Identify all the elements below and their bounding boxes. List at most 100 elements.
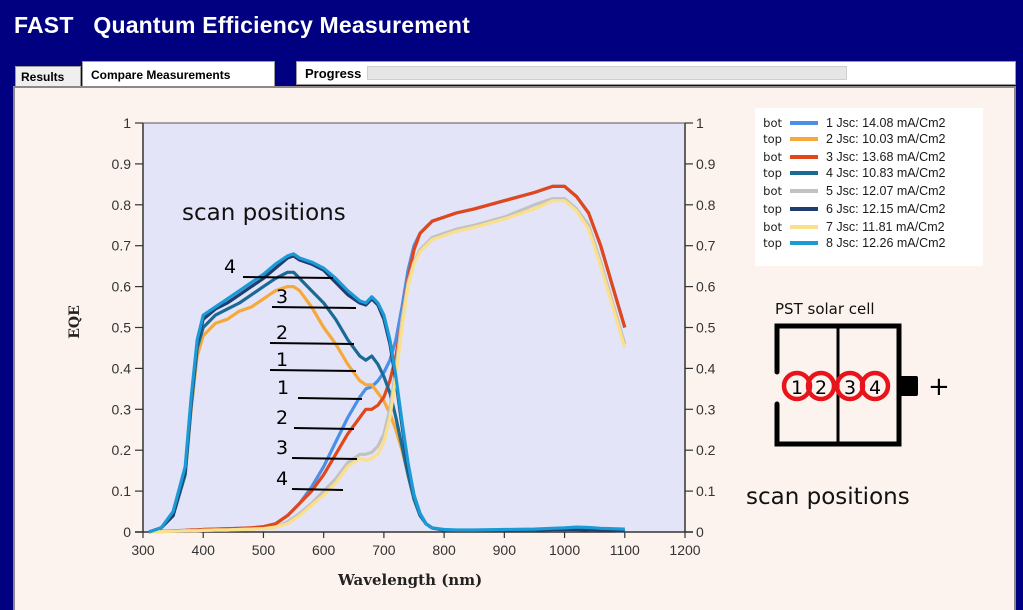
y2-tick-label: 0.7	[696, 238, 716, 254]
legend-label: 2 Jsc: 10.03 mA/Cm2	[826, 131, 946, 146]
x-tick-label: 600	[312, 542, 336, 558]
legend-label: 5 Jsc: 12.07 mA/Cm2	[826, 183, 946, 198]
x-tick-label: 700	[372, 542, 396, 558]
scan-label-top: 4	[224, 256, 236, 278]
legend-label: 7 Jsc: 11.81 mA/Cm2	[826, 219, 945, 234]
tab-results[interactable]: Results	[15, 66, 81, 86]
legend-position: bot	[763, 219, 782, 234]
chart-legend: bot 1 Jsc: 14.08 mA/Cm2 top 2 Jsc: 10.03 mA…	[755, 108, 983, 266]
svg-text:4: 4	[869, 377, 881, 399]
legend-position: bot	[763, 183, 782, 198]
y-tick-label: 1	[123, 115, 131, 131]
y2-tick-label: 1	[696, 115, 704, 131]
legend-swatch	[790, 188, 818, 193]
y-tick-label: 0.5	[112, 320, 132, 336]
scan-label-top: 1	[276, 349, 288, 371]
legend-item: top 4 Jsc: 10.83 mA/Cm2	[755, 165, 946, 180]
scan-label-top: 2	[276, 322, 288, 344]
legend-position: top	[763, 235, 782, 250]
y-axis-label: EQE	[66, 305, 83, 339]
legend-label: 1 Jsc: 14.08 mA/Cm2	[826, 115, 946, 130]
scan-position-annotations: 4 3 2 1 1 2 3 4	[224, 256, 363, 491]
scan-positions-label-left: scan positions	[182, 200, 346, 226]
y-tick-label: 0.9	[112, 156, 132, 172]
y2-tick-label: 0.3	[696, 401, 716, 417]
legend-swatch	[790, 170, 818, 175]
scan-label-bottom: 2	[276, 407, 288, 429]
legend-swatch	[790, 206, 818, 211]
legend-swatch	[790, 224, 818, 229]
svg-text:3: 3	[844, 377, 856, 399]
y-tick-label: 0.8	[112, 197, 132, 213]
x-tick-label: 500	[252, 542, 276, 558]
scan-positions-label-right: scan positions	[746, 484, 910, 510]
legend-item: bot 5 Jsc: 12.07 mA/Cm2	[755, 183, 946, 198]
y-tick-label: 0.3	[112, 401, 132, 417]
plus-sign: +	[928, 372, 950, 402]
y2-tick-label: 0.9	[696, 156, 716, 172]
y2-tick-label: 0.5	[696, 320, 716, 336]
y2-tick-label: 0.2	[696, 442, 716, 458]
scan-position-marker	[859, 370, 891, 402]
legend-label: 3 Jsc: 13.68 mA/Cm2	[826, 149, 946, 164]
app-title: FAST Quantum Efficiency Measurement	[14, 12, 471, 38]
legend-item: top 2 Jsc: 10.03 mA/Cm2	[755, 131, 946, 146]
legend-swatch	[790, 120, 818, 125]
x-tick-label: 400	[192, 542, 216, 558]
x-tick-label: 800	[432, 542, 456, 558]
y2-tick-label: 0	[696, 524, 704, 540]
y2-tick-label: 0.1	[696, 483, 716, 499]
legend-label: 8 Jsc: 12.26 mA/Cm2	[826, 235, 946, 250]
x-tick-label: 300	[131, 542, 155, 558]
scan-label-bottom: 4	[276, 468, 288, 490]
x-tick-label: 1100	[610, 542, 640, 558]
y-tick-label: 0.4	[112, 360, 132, 376]
legend-position: bot	[763, 149, 782, 164]
legend-item: bot 1 Jsc: 14.08 mA/Cm2	[755, 115, 946, 130]
pst-cell-title: PST solar cell	[775, 300, 875, 318]
series-line-8	[148, 252, 625, 534]
y-tick-label: 0.6	[112, 279, 132, 295]
progress-label: Progress	[305, 65, 362, 81]
legend-swatch	[790, 154, 818, 159]
legend-position: bot	[763, 115, 782, 130]
tab-compare-measurements[interactable]: Compare Measurements	[82, 61, 275, 87]
y2-tick-label: 0.8	[696, 197, 716, 213]
y2-tick-label: 0.4	[696, 360, 716, 376]
y2-tick-label: 0.6	[696, 279, 716, 295]
scan-label-bottom: 1	[277, 377, 289, 399]
series-line-7	[148, 199, 627, 534]
legend-label: 6 Jsc: 12.15 mA/Cm2	[826, 201, 946, 216]
legend-swatch	[790, 136, 818, 141]
legend-position: top	[763, 165, 782, 180]
plot-area	[143, 123, 685, 532]
legend-item: top 6 Jsc: 12.15 mA/Cm2	[755, 201, 946, 216]
legend-item: bot 3 Jsc: 13.68 mA/Cm2	[755, 149, 946, 164]
y-tick-label: 0.7	[112, 238, 132, 254]
x-axis-label: Wavelength (nm)	[338, 571, 483, 589]
x-tick-label: 1000	[549, 542, 580, 558]
scan-label-bottom: 3	[276, 437, 288, 459]
legend-swatch	[790, 240, 818, 245]
chart-axes: 0 0 0.1 0.1 0.2 0.2 0.3 0.3 0.4 0.4 0.5 0.5 0.6 0.6 0.…	[112, 115, 716, 558]
progress-section: Progress	[296, 61, 1016, 85]
legend-label: 4 Jsc: 10.83 mA/Cm2	[826, 165, 946, 180]
pst-cell-diagram: +1 2 3 4	[774, 323, 950, 447]
x-tick-label: 900	[493, 542, 517, 558]
legend-item: bot 7 Jsc: 11.81 mA/Cm2	[755, 219, 945, 234]
legend-item: top 8 Jsc: 12.26 mA/Cm2	[755, 235, 946, 250]
y-tick-label: 0.1	[112, 483, 132, 499]
cell-terminal	[900, 376, 918, 396]
legend-position: top	[763, 131, 782, 146]
x-tick-label: 1200	[669, 542, 700, 558]
scan-label-top: 3	[276, 286, 288, 308]
y-tick-label: 0	[123, 524, 131, 540]
y-tick-label: 0.2	[112, 442, 132, 458]
scan-position-marker	[805, 370, 837, 402]
svg-text:1: 1	[791, 377, 803, 399]
progress-bar	[367, 66, 848, 80]
legend-position: top	[763, 201, 782, 216]
chart-series	[148, 184, 627, 534]
svg-text:2: 2	[815, 377, 827, 399]
